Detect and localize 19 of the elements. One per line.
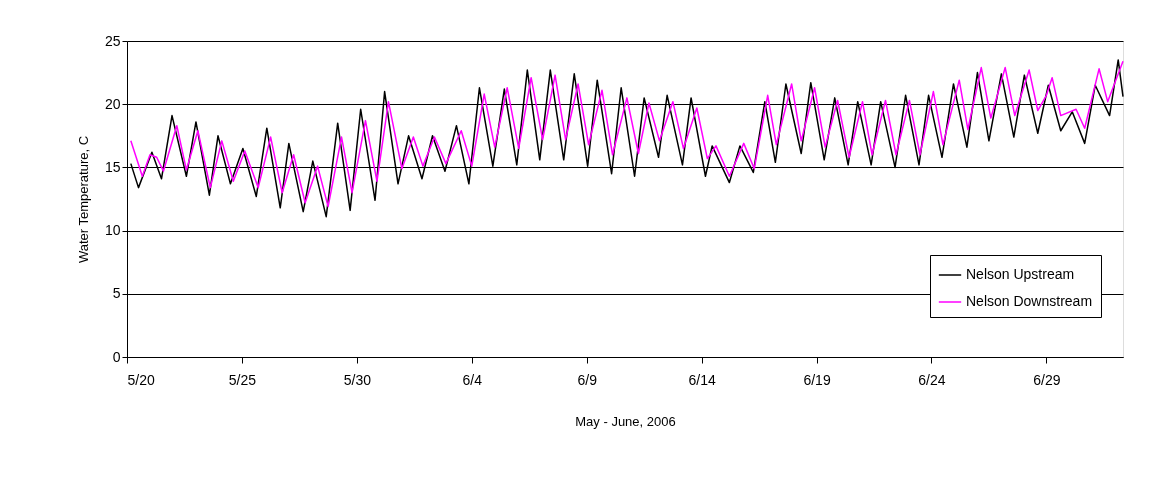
- x-axis-title: May - June, 2006: [575, 413, 676, 429]
- y-tick-label: 5: [112, 285, 121, 302]
- x-tick-label: 6/4: [462, 371, 483, 388]
- y-axis-title: Water Temperature, C: [75, 135, 91, 264]
- y-tick-label: 20: [104, 95, 121, 112]
- y-tick-label: 10: [104, 222, 121, 239]
- x-tick-label: 6/19: [803, 371, 831, 388]
- x-tick-label: 5/30: [343, 371, 372, 388]
- legend-label: Nelson Downstream: [966, 293, 1093, 309]
- x-tick-label: 6/14: [688, 371, 716, 388]
- y-tick-label: 15: [104, 158, 121, 175]
- x-tick-label: 6/24: [918, 371, 946, 388]
- y-tick-label: 25: [104, 32, 121, 49]
- x-tick-label: 5/20: [127, 371, 155, 388]
- y-tick-label: 0: [112, 348, 121, 365]
- x-tick-label: 5/25: [228, 371, 257, 388]
- x-tick-label: 6/9: [577, 371, 598, 388]
- legend-label: Nelson Upstream: [966, 266, 1075, 282]
- x-tick-label: 6/29: [1033, 371, 1061, 388]
